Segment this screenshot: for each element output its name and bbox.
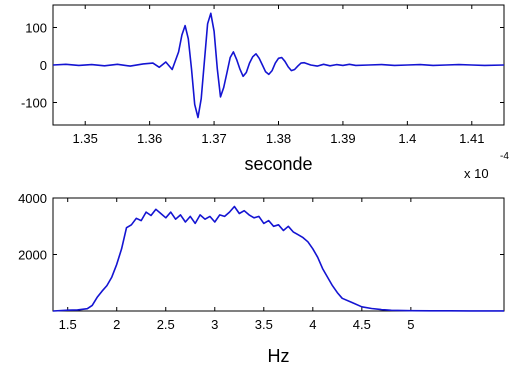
x-tick-label: 1.36	[137, 131, 162, 146]
x-tick-label: 1.39	[330, 131, 355, 146]
x-tick-label: 3.5	[255, 317, 273, 332]
y-tick-label: 2000	[18, 248, 47, 263]
x-tick-label: 4	[309, 317, 316, 332]
spectrum-line	[52, 205, 504, 312]
x-tick-label: 3	[211, 317, 218, 332]
x-tick-label: 4.5	[353, 317, 371, 332]
x-tick-label: 1.41	[459, 131, 484, 146]
x-tick-label: 1.5	[59, 317, 77, 332]
spectrum-chart: 1.5 2 2.5 3 3.5 4 4.5 5 4000 2000 Hz	[18, 191, 505, 366]
spectrum-plot-frame	[52, 197, 505, 312]
spectrum-plot-ticks: 1.5 2 2.5 3 3.5 4 4.5 5 4000 2000	[18, 191, 504, 332]
x-tick-label: 5	[407, 317, 414, 332]
x-tick-label: 2	[113, 317, 120, 332]
x-tick-label: 1.35	[73, 131, 98, 146]
time-signal-chart: 1.35 1.36 1.37 1.38 1.39 1.4 1.41 100 0 -100 seco…	[21, 4, 509, 181]
y-tick-label: 100	[25, 21, 47, 36]
time-plot-ticks: 1.35 1.36 1.37 1.38 1.39 1.4 1.41 100 0 -100	[21, 5, 504, 146]
x-tick-label: 1.38	[266, 131, 291, 146]
time-plot-xlabel: seconde	[244, 154, 312, 174]
time-signal-line	[52, 12, 505, 119]
time-plot-multiplier: x 10	[464, 166, 489, 181]
y-tick-label: 0	[40, 58, 47, 73]
time-plot-multiplier-exponent: -4	[500, 151, 509, 162]
y-tick-label: 4000	[18, 191, 47, 206]
x-tick-label: 2.5	[157, 317, 175, 332]
x-tick-label: 1.4	[398, 131, 416, 146]
spectrum-plot-xlabel: Hz	[268, 346, 290, 366]
x-tick-label: 1.37	[201, 131, 226, 146]
y-tick-label: -100	[21, 96, 47, 111]
